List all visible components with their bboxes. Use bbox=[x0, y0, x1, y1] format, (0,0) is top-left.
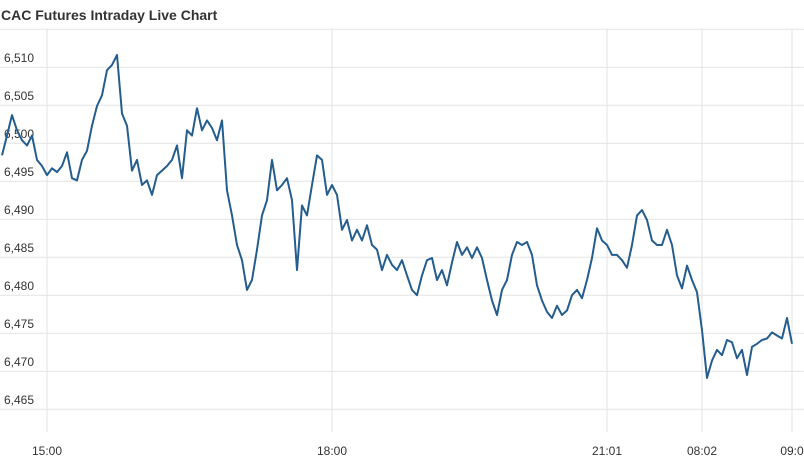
x-tick-label: 21:01 bbox=[592, 444, 622, 458]
x-tick-label: 15:00 bbox=[32, 444, 62, 458]
y-tick-label: 6,480 bbox=[4, 279, 34, 293]
y-tick-label: 6,510 bbox=[4, 51, 34, 65]
x-tick-label: 08:02 bbox=[687, 444, 717, 458]
x-tick-label: 18:00 bbox=[317, 444, 347, 458]
y-tick-label: 6,465 bbox=[4, 393, 34, 407]
y-tick-label: 6,495 bbox=[4, 165, 34, 179]
y-tick-label: 6,505 bbox=[4, 89, 34, 103]
chart-title: CAC Futures Intraday Live Chart bbox=[1, 7, 218, 23]
y-tick-label: 6,475 bbox=[4, 317, 34, 331]
y-tick-label: 6,490 bbox=[4, 203, 34, 217]
y-tick-label: 6,485 bbox=[4, 241, 34, 255]
price-line bbox=[1, 54, 793, 379]
x-tick-label: 09:0 bbox=[780, 444, 804, 458]
y-tick-label: 6,470 bbox=[4, 355, 34, 369]
